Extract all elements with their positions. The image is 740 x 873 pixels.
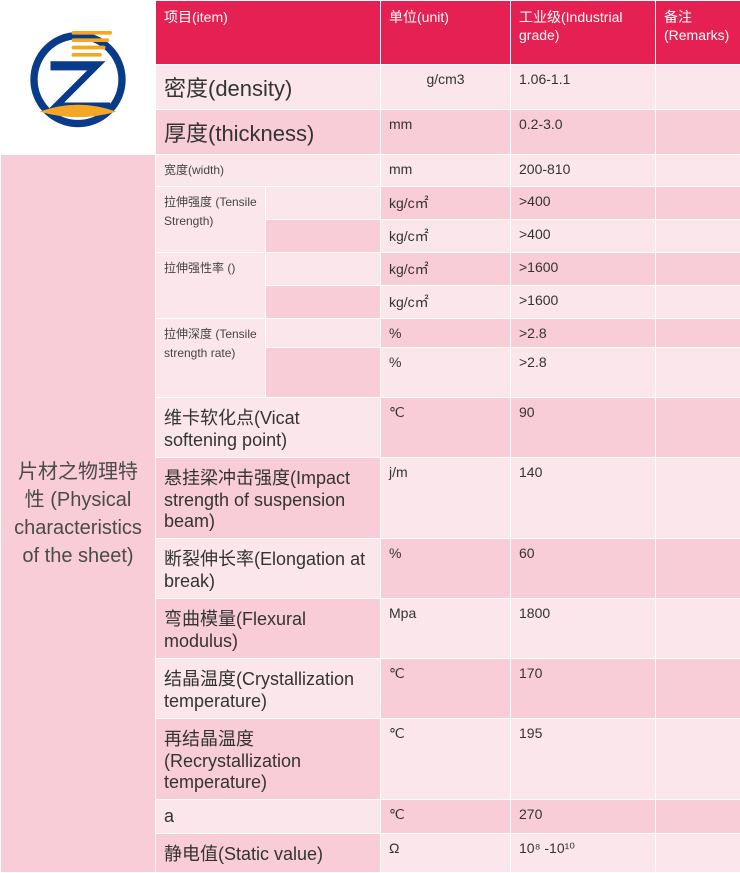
cell-item: 厚度(thickness) <box>156 110 381 155</box>
cell-sub <box>266 220 381 253</box>
cell-grade: 1.06-1.1 <box>511 65 656 110</box>
section-label: 片材之物理特性 (Physical characteristics of the… <box>1 155 156 873</box>
cell-grade: 140 <box>511 458 656 539</box>
row-width: 片材之物理特性 (Physical characteristics of the… <box>1 155 740 187</box>
cell-remark <box>656 286 740 319</box>
cell-unit: Ω <box>381 834 511 873</box>
cell-item: 再结晶温度(Recrystallization temperature) <box>156 719 381 800</box>
cell-grade: 0.2-3.0 <box>511 110 656 155</box>
cell-grade: >2.8 <box>511 348 656 398</box>
cell-remark <box>656 458 740 539</box>
cell-item: 维卡软化点(Vicat softening point) <box>156 398 381 458</box>
cell-unit: g/cm3 <box>381 65 511 110</box>
cell-sub <box>266 187 381 220</box>
cell-remark <box>656 319 740 348</box>
cell-unit: mm <box>381 110 511 155</box>
cell-remark <box>656 719 740 800</box>
cell-remark <box>656 800 740 834</box>
cell-grade: 60 <box>511 539 656 599</box>
cell-remark <box>656 155 740 187</box>
cell-remark <box>656 599 740 659</box>
cell-grade: 170 <box>511 659 656 719</box>
cell-grade: 195 <box>511 719 656 800</box>
cell-unit: kg/c㎡ <box>381 187 511 220</box>
cell-remark <box>656 220 740 253</box>
cell-remark <box>656 539 740 599</box>
cell-unit: mm <box>381 155 511 187</box>
col-grade: 工业级(Industrial grade) <box>511 1 656 65</box>
cell-unit: j/m <box>381 458 511 539</box>
cell-grade: >400 <box>511 220 656 253</box>
cell-unit: % <box>381 539 511 599</box>
cell-item: 结晶温度(Crystallization temperature) <box>156 659 381 719</box>
cell-unit: Mpa <box>381 599 511 659</box>
col-unit: 单位(unit) <box>381 1 511 65</box>
company-logo <box>18 20 138 130</box>
cell-remark <box>656 348 740 398</box>
cell-grade: >2.8 <box>511 319 656 348</box>
logo-cell <box>1 1 156 155</box>
cell-remark <box>656 253 740 286</box>
cell-unit: kg/c㎡ <box>381 286 511 319</box>
cell-sub <box>266 286 381 319</box>
cell-grade: 10⁸ -10¹⁰ <box>511 834 656 873</box>
cell-grade: 90 <box>511 398 656 458</box>
cell-unit: ℃ <box>381 659 511 719</box>
col-remarks: 备注(Remarks) <box>656 1 740 65</box>
cell-item: 拉伸强度 (Tensile Strength) <box>156 187 266 253</box>
cell-grade: >400 <box>511 187 656 220</box>
cell-item: 拉伸强性率 () <box>156 253 266 319</box>
cell-remark <box>656 187 740 220</box>
cell-unit: % <box>381 319 511 348</box>
cell-item: 拉伸深度 (Tensile strength rate) <box>156 319 266 398</box>
cell-grade: >1600 <box>511 253 656 286</box>
cell-unit: kg/c㎡ <box>381 253 511 286</box>
cell-remark <box>656 65 740 110</box>
cell-unit: % <box>381 348 511 398</box>
cell-item: 密度(density) <box>156 65 381 110</box>
cell-item: 静电值(Static value) <box>156 834 381 873</box>
cell-remark <box>656 398 740 458</box>
col-item: 项目(item) <box>156 1 381 65</box>
cell-unit: ℃ <box>381 398 511 458</box>
cell-item: 断裂伸长率(Elongation at break) <box>156 539 381 599</box>
cell-item: 弯曲模量(Flexural modulus) <box>156 599 381 659</box>
cell-sub <box>266 319 381 348</box>
cell-grade: >1600 <box>511 286 656 319</box>
cell-item: a <box>156 800 381 834</box>
table-header-row: 项目(item) 单位(unit) 工业级(Industrial grade) … <box>1 1 740 65</box>
cell-remark <box>656 659 740 719</box>
cell-remark <box>656 834 740 873</box>
cell-grade: 1800 <box>511 599 656 659</box>
cell-sub <box>266 253 381 286</box>
spec-table: 项目(item) 单位(unit) 工业级(Industrial grade) … <box>0 0 740 873</box>
cell-unit: kg/c㎡ <box>381 220 511 253</box>
cell-unit: ℃ <box>381 719 511 800</box>
cell-sub <box>266 348 381 398</box>
cell-item: 宽度(width) <box>156 155 381 187</box>
cell-item: 悬挂梁冲击强度(Impact strength of suspension be… <box>156 458 381 539</box>
cell-grade: 200-810 <box>511 155 656 187</box>
cell-grade: 270 <box>511 800 656 834</box>
cell-unit: ℃ <box>381 800 511 834</box>
cell-remark <box>656 110 740 155</box>
